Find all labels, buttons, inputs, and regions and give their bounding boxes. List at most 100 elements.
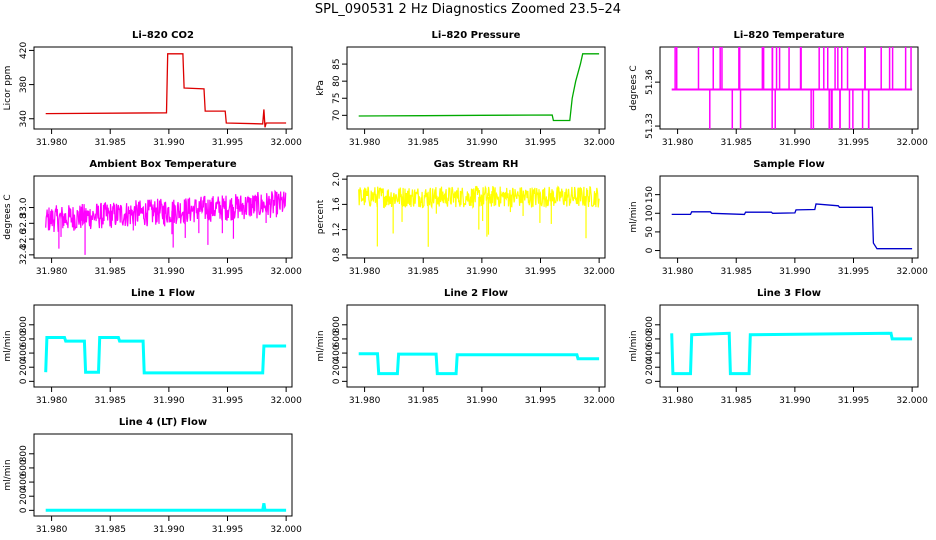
series-line [358, 352, 600, 376]
panel-title: Line 3 Flow [757, 288, 821, 299]
x-tick-label: 32.000 [270, 396, 302, 406]
x-tick-label: 31.995 [525, 138, 557, 148]
panel-title: Sample Flow [753, 159, 825, 170]
x-tick-label: 31.985 [94, 138, 126, 148]
y-tick-label: 32.6 [19, 229, 29, 249]
y-axis-label: ml/min [629, 330, 639, 361]
y-tick-label: 600 [19, 459, 29, 476]
x-tick-label: 31.990 [779, 396, 811, 406]
y-tick-label: 200 [19, 358, 29, 375]
x-tick-label: 31.995 [212, 396, 244, 406]
y-axis-label: percent [316, 199, 326, 234]
y-axis-label: degrees C [3, 194, 13, 239]
x-tick-label: 32.000 [270, 267, 302, 277]
panel-title: Line 2 Flow [444, 288, 508, 299]
series-group [45, 503, 287, 512]
x-tick-label: 32.000 [583, 138, 615, 148]
x-tick-label: 32.000 [583, 396, 615, 406]
series-group [671, 203, 913, 250]
y-tick-label: 2.0 [332, 172, 342, 187]
x-tick-label: 31.980 [662, 396, 694, 406]
panel-title: Ambient Box Temperature [89, 159, 236, 170]
y-axis-label: kPa [316, 80, 326, 96]
plot-frame [346, 175, 606, 259]
x-tick-label: 31.980 [662, 138, 694, 148]
y-axis-label: ml/min [3, 459, 13, 490]
plot-frame [33, 175, 293, 259]
series-line [45, 503, 287, 512]
panel-3: Ambient Box Temperature 31.980 31.985 31.99… [3, 159, 302, 277]
y-tick-label: 51.33 [645, 113, 655, 139]
y-tick-label: 600 [332, 330, 342, 347]
y-tick-label: 800 [19, 445, 29, 462]
series-line [670, 331, 913, 376]
x-tick-label: 31.990 [153, 525, 185, 535]
y-tick-label: 200 [19, 487, 29, 504]
y-tick-label: 85 [332, 58, 342, 69]
y-tick-label: 51.36 [645, 69, 655, 95]
series-group [45, 189, 287, 255]
x-tick-label: 32.000 [896, 138, 928, 148]
x-tick-label: 31.985 [407, 267, 439, 277]
x-tick-label: 32.000 [896, 396, 928, 406]
x-tick-label: 31.995 [525, 396, 557, 406]
y-tick-label: 32.8 [19, 213, 29, 233]
plot-frame [33, 46, 293, 130]
x-tick-label: 31.985 [94, 396, 126, 406]
y-tick-label: 75 [332, 93, 342, 104]
y-tick-label: 420 [19, 42, 29, 59]
y-tick-label: 150 [645, 186, 655, 203]
panel-5: Sample Flow 31.980 31.985 31.990 31.995 32.00… [629, 159, 928, 277]
panel-title: Line 1 Flow [131, 288, 195, 299]
y-tick-label: 380 [19, 76, 29, 93]
x-tick-label: 32.000 [270, 525, 302, 535]
x-tick-label: 31.995 [525, 267, 557, 277]
y-tick-label: 1.2 [332, 222, 342, 236]
series-line [45, 53, 287, 128]
x-tick-label: 32.000 [583, 267, 615, 277]
panel-2: Li–820 Temperature 31.980 31.985 31.990 31.9… [629, 30, 928, 148]
y-tick-label: 400 [332, 344, 342, 361]
series-line [44, 336, 287, 375]
x-tick-label: 31.985 [720, 396, 752, 406]
y-axis-label: degrees C [629, 65, 639, 110]
x-tick-label: 31.980 [36, 525, 68, 535]
panel-8: Line 3 Flow 31.980 31.985 31.990 31.995 32.00… [629, 288, 928, 406]
figure-title: SPL_090531 2 Hz Diagnostics Zoomed 23.5–… [314, 2, 622, 17]
x-tick-label: 31.980 [36, 396, 68, 406]
x-tick-label: 31.990 [466, 267, 498, 277]
plot-frame [33, 304, 293, 388]
y-tick-label: 32.4 [19, 245, 29, 265]
x-tick-label: 31.995 [212, 525, 244, 535]
x-tick-label: 31.985 [407, 138, 439, 148]
x-tick-label: 32.000 [896, 267, 928, 277]
plot-frame [33, 433, 293, 517]
y-tick-label: 0 [645, 378, 655, 384]
x-tick-label: 31.985 [94, 525, 126, 535]
x-tick-label: 31.985 [94, 267, 126, 277]
y-tick-label: 100 [645, 204, 655, 221]
x-tick-label: 31.990 [466, 396, 498, 406]
y-tick-label: 0 [645, 247, 655, 253]
y-tick-label: 800 [645, 316, 655, 333]
y-axis-label: ml/min [3, 330, 13, 361]
y-tick-label: 400 [645, 344, 655, 361]
x-tick-label: 31.990 [153, 267, 185, 277]
x-tick-label: 31.990 [466, 138, 498, 148]
y-tick-label: 70 [332, 109, 342, 121]
y-tick-label: 80 [332, 75, 342, 87]
y-tick-label: 800 [332, 316, 342, 333]
x-tick-label: 31.995 [838, 396, 870, 406]
series-line [358, 185, 600, 210]
x-tick-label: 31.990 [779, 267, 811, 277]
panel-title: Li–820 Temperature [733, 30, 844, 41]
y-tick-label: 0 [19, 507, 29, 513]
series-group [358, 53, 600, 122]
x-tick-label: 31.980 [349, 396, 381, 406]
x-tick-label: 31.990 [153, 138, 185, 148]
y-tick-label: 400 [19, 473, 29, 490]
series-group [670, 331, 913, 376]
y-tick-label: 400 [19, 344, 29, 361]
x-tick-label: 31.985 [720, 138, 752, 148]
